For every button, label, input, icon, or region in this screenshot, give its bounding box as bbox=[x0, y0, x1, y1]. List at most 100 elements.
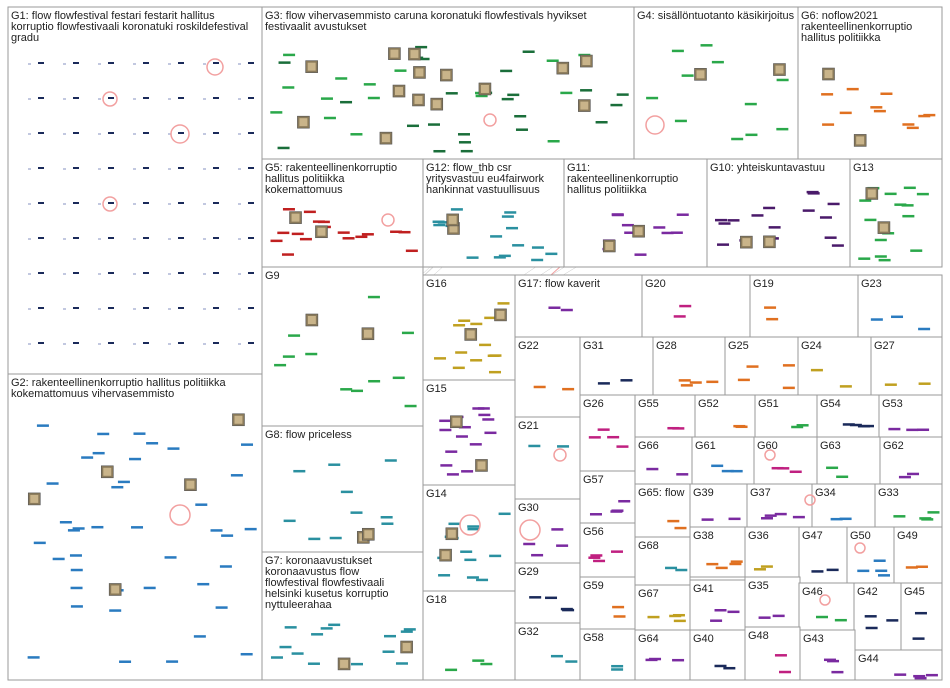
node bbox=[523, 542, 536, 546]
node bbox=[611, 664, 624, 668]
node bbox=[203, 238, 206, 240]
node-thumbnail-face bbox=[775, 65, 784, 74]
node bbox=[143, 62, 149, 64]
node bbox=[515, 128, 528, 131]
node bbox=[417, 57, 430, 61]
node bbox=[178, 307, 184, 309]
node bbox=[811, 570, 824, 573]
node bbox=[143, 167, 149, 169]
node bbox=[405, 249, 418, 253]
node bbox=[782, 386, 795, 390]
node-thumbnail-face bbox=[580, 101, 589, 110]
node bbox=[753, 568, 766, 571]
node-thumbnail-face bbox=[605, 241, 614, 250]
node bbox=[73, 202, 79, 204]
group-box-g14 bbox=[422, 484, 516, 592]
node bbox=[38, 272, 44, 274]
node bbox=[469, 443, 482, 446]
node bbox=[213, 62, 219, 64]
node bbox=[168, 63, 171, 65]
node bbox=[98, 343, 101, 345]
node bbox=[143, 342, 149, 344]
node bbox=[355, 235, 368, 239]
node bbox=[870, 318, 883, 321]
node bbox=[143, 272, 149, 274]
node bbox=[894, 673, 907, 676]
node-thumbnail-face bbox=[466, 330, 475, 339]
node bbox=[203, 98, 206, 100]
self-loop bbox=[102, 196, 118, 212]
node-thumbnail-face bbox=[307, 62, 316, 71]
node bbox=[203, 168, 206, 170]
node bbox=[714, 609, 727, 612]
group-box-g5 bbox=[261, 158, 424, 268]
node bbox=[772, 614, 785, 618]
node bbox=[72, 527, 85, 530]
node bbox=[248, 237, 254, 239]
node bbox=[133, 273, 136, 275]
node bbox=[328, 623, 341, 627]
node bbox=[550, 654, 563, 658]
node bbox=[836, 475, 849, 479]
node bbox=[367, 295, 380, 299]
node bbox=[73, 132, 79, 134]
node bbox=[711, 464, 724, 468]
node bbox=[291, 652, 304, 655]
node bbox=[282, 86, 295, 89]
node bbox=[672, 427, 685, 430]
node bbox=[706, 380, 719, 384]
group-box-g15 bbox=[422, 379, 516, 486]
node bbox=[203, 203, 206, 205]
node bbox=[406, 124, 419, 128]
group-box-g31 bbox=[579, 336, 654, 396]
node bbox=[178, 272, 184, 274]
node bbox=[133, 168, 136, 170]
group-label-g13: G13 bbox=[853, 162, 874, 174]
node bbox=[299, 237, 312, 241]
node-thumbnail-face bbox=[634, 227, 643, 236]
node bbox=[873, 559, 886, 562]
node bbox=[548, 306, 561, 309]
node bbox=[439, 419, 452, 423]
node bbox=[59, 521, 72, 524]
node bbox=[293, 469, 306, 473]
group-label-g7: koronaavustus flow bbox=[265, 566, 359, 578]
node bbox=[178, 342, 184, 344]
node bbox=[63, 343, 66, 345]
node bbox=[715, 218, 728, 222]
group-label-g53: G53 bbox=[882, 398, 903, 410]
node bbox=[822, 123, 835, 126]
node bbox=[779, 670, 792, 674]
node bbox=[661, 231, 674, 235]
node bbox=[667, 519, 680, 523]
self-loop bbox=[169, 504, 191, 526]
group-label-g35: G35 bbox=[748, 580, 769, 592]
group-label-g34: G34 bbox=[815, 487, 836, 499]
node bbox=[203, 273, 206, 275]
node bbox=[646, 96, 659, 100]
node-thumbnail-face bbox=[415, 68, 424, 77]
node bbox=[504, 211, 517, 214]
node-thumbnail-face bbox=[291, 213, 300, 222]
node bbox=[119, 660, 132, 663]
node bbox=[857, 569, 870, 573]
node bbox=[918, 327, 931, 331]
node bbox=[826, 568, 839, 572]
group-box-g35 bbox=[744, 576, 801, 628]
node bbox=[649, 657, 662, 661]
node bbox=[28, 273, 31, 275]
node bbox=[63, 203, 66, 205]
node bbox=[303, 210, 316, 214]
node bbox=[282, 208, 295, 211]
node bbox=[533, 385, 546, 389]
node bbox=[913, 674, 926, 678]
node bbox=[613, 615, 626, 618]
node bbox=[461, 470, 474, 473]
node bbox=[588, 436, 601, 439]
node-thumbnail-face bbox=[394, 87, 403, 96]
node bbox=[714, 664, 727, 668]
self-loop bbox=[819, 594, 831, 606]
node bbox=[108, 237, 114, 239]
node bbox=[193, 635, 206, 638]
node bbox=[455, 351, 468, 354]
